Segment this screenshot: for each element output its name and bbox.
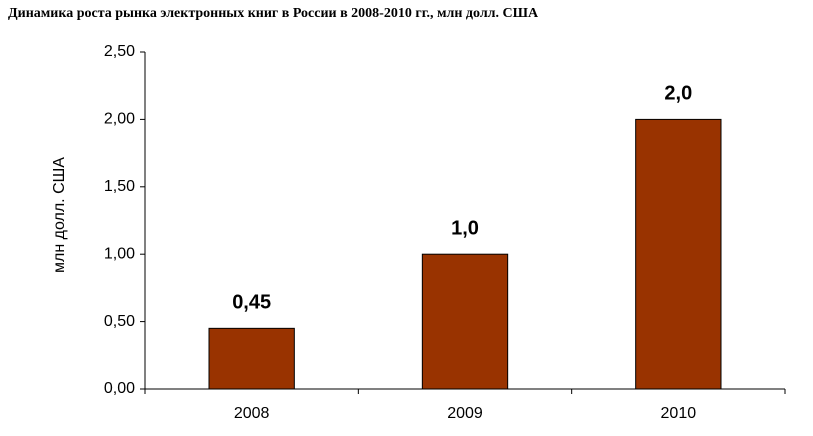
x-tick-label: 2010 <box>661 405 697 422</box>
value-label: 0,45 <box>232 292 271 314</box>
x-tick-label: 2008 <box>234 405 270 422</box>
value-label: 1,0 <box>451 217 479 239</box>
y-tick-label: 1,00 <box>104 245 135 262</box>
y-tick-label: 0,50 <box>104 313 135 330</box>
value-label: 2,0 <box>664 83 692 105</box>
y-tick-label: 1,50 <box>104 178 135 195</box>
y-axis-label: млн долл. США <box>51 157 68 273</box>
chart-title: Динамика роста рынка электронных книг в … <box>8 6 539 21</box>
y-tick-label: 2,50 <box>104 43 135 60</box>
bar <box>635 118 722 390</box>
y-tick-label: 0,00 <box>104 380 135 397</box>
x-tick-label: 2009 <box>447 405 483 422</box>
bar <box>208 327 295 390</box>
bar <box>421 253 509 390</box>
y-tick-label: 2,00 <box>104 111 135 128</box>
